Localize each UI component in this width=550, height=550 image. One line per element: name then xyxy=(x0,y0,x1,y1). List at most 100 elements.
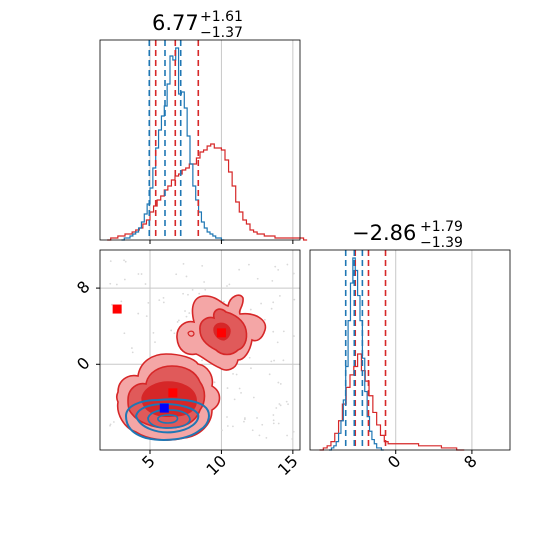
joint-sample-point xyxy=(277,381,280,384)
joint-sample-point xyxy=(187,293,189,296)
joint-sample-point xyxy=(232,425,234,428)
joint-sample-point xyxy=(145,315,148,318)
joint-y-tick-label: 8 xyxy=(73,277,94,298)
joint-sample-point xyxy=(265,436,268,439)
joint-sample-point xyxy=(226,416,228,418)
param1-title-value: 6.77 xyxy=(152,11,199,35)
param2-red-histogram xyxy=(319,353,465,451)
joint-sample-point xyxy=(243,420,245,423)
joint-frame xyxy=(99,249,301,451)
joint-sample-point xyxy=(111,303,113,306)
joint-sample-point xyxy=(112,421,115,423)
blue-contour-core xyxy=(157,414,179,424)
joint-sample-point xyxy=(175,273,178,276)
joint-sample-point xyxy=(184,310,186,312)
joint-sample-point xyxy=(144,283,147,285)
joint-sample-point xyxy=(276,341,279,344)
joint-sample-point xyxy=(291,438,294,440)
joint-x-tick-label: 10 xyxy=(202,451,230,479)
joint-sample-point xyxy=(275,407,278,409)
blue-contours xyxy=(124,398,210,441)
joint-sample-point xyxy=(292,272,295,275)
joint-sample-point xyxy=(123,332,126,335)
joint-sample-point xyxy=(152,331,155,334)
joint-sample-point xyxy=(201,359,203,362)
joint-sample-point xyxy=(201,264,204,267)
joint-sample-point xyxy=(226,285,228,287)
joint-sample-point xyxy=(287,403,289,406)
joint-sample-point xyxy=(268,373,271,376)
joint-sample-point xyxy=(292,430,295,433)
param1-blue-histogram xyxy=(121,47,225,241)
joint-sample-point xyxy=(140,273,143,275)
joint-sample-point xyxy=(154,341,156,344)
joint-sample-point xyxy=(191,288,194,291)
joint-sample-point xyxy=(185,275,188,278)
blue-contour-outer xyxy=(124,398,210,441)
joint-sample-point xyxy=(109,260,112,263)
joint-sample-point xyxy=(286,434,288,437)
joint-sample-point xyxy=(293,298,296,301)
param2-title: −2.86 +1.79 −1.39 xyxy=(352,219,463,251)
joint-sample-point xyxy=(162,301,165,304)
joint-sample-point xyxy=(182,262,185,265)
joint-sample-point xyxy=(221,429,223,432)
joint-sample-point xyxy=(249,308,252,311)
joint-sample-point xyxy=(278,403,281,405)
joint-sample-point xyxy=(170,329,173,332)
joint-sample-point xyxy=(123,278,126,281)
joint-sample-point xyxy=(256,277,259,280)
joint-sample-point xyxy=(272,301,275,304)
joint-sample-point xyxy=(109,282,112,285)
joint-sample-point xyxy=(235,373,238,376)
joint-sample-point xyxy=(124,260,127,263)
param1-histogram-frame xyxy=(99,39,301,241)
joint-sample-point xyxy=(223,300,226,303)
joint-panel: 5 10 15 0 8 xyxy=(73,249,302,479)
joint-sample-point xyxy=(240,391,242,394)
joint-sample-point xyxy=(285,400,288,403)
joint-sample-point xyxy=(204,288,207,291)
joint-sample-point xyxy=(130,347,133,349)
joint-sample-point xyxy=(248,263,250,266)
param2-histogram-frame xyxy=(309,249,511,451)
joint-sample-point xyxy=(185,315,188,318)
joint-marker-red xyxy=(168,388,178,398)
joint-sample-point xyxy=(188,312,191,314)
joint-sample-point xyxy=(274,265,277,268)
param1-title: 6.77 +1.61 −1.37 xyxy=(152,9,243,41)
joint-sample-point xyxy=(292,335,295,337)
joint-sample-point xyxy=(115,283,118,286)
joint-sample-point xyxy=(109,424,111,427)
joint-x-tick-label: 15 xyxy=(274,451,302,479)
param2-title-plus: +1.79 xyxy=(420,219,463,235)
joint-sample-point xyxy=(260,302,263,305)
joint-sample-point xyxy=(278,295,281,297)
joint-sample-point xyxy=(250,367,252,370)
red-contour-upper-speck xyxy=(187,330,195,337)
joint-sample-point xyxy=(272,419,275,422)
param2-blue-histogram xyxy=(329,257,384,451)
joint-sample-point xyxy=(232,373,234,375)
joint-sample-point xyxy=(282,330,285,333)
param1-red-histogram xyxy=(107,143,308,241)
joint-sample-point xyxy=(198,292,201,295)
joint-sample-point xyxy=(109,423,112,426)
joint-sample-point xyxy=(251,429,254,432)
joint-sample-point xyxy=(233,398,236,401)
joint-sample-point xyxy=(176,321,179,323)
joint-sample-point xyxy=(279,383,282,385)
joint-sample-point xyxy=(243,418,246,421)
joint-sample-point xyxy=(286,263,289,266)
joint-sample-point xyxy=(238,387,241,390)
joint-y-tick-label: 0 xyxy=(73,353,94,374)
joint-sample-point xyxy=(279,404,282,407)
joint-sample-point xyxy=(273,359,275,362)
joint-sample-point xyxy=(182,292,184,295)
joint-sample-point xyxy=(270,307,273,310)
joint-sample-point xyxy=(137,312,140,315)
param2-tick-label: 8 xyxy=(460,451,481,472)
joint-sample-point xyxy=(277,422,280,425)
joint-sample-point xyxy=(261,423,264,426)
